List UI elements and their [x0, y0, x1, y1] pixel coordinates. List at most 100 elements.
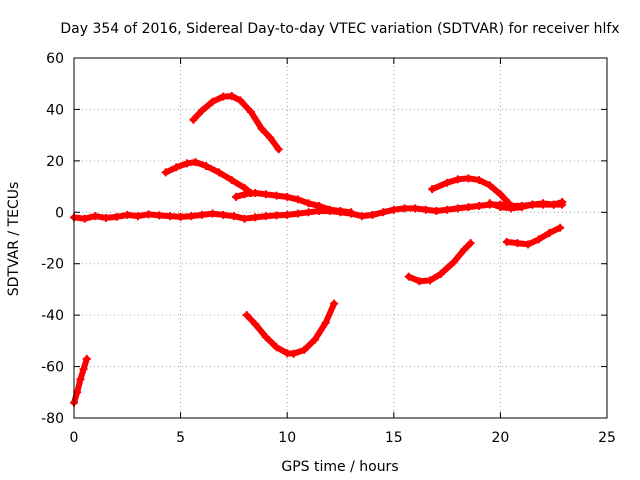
data-point	[219, 92, 228, 101]
data-point	[310, 335, 319, 344]
data-point	[144, 210, 153, 219]
data-point	[101, 213, 110, 222]
x-tick-label: 0	[70, 430, 79, 446]
series-arc-3	[161, 158, 255, 197]
data-point	[80, 214, 89, 223]
data-point	[274, 145, 283, 154]
data-point	[246, 108, 255, 116]
data-point	[197, 210, 206, 219]
data-point	[524, 240, 533, 249]
data-point	[428, 185, 437, 194]
x-tick-label: 25	[598, 430, 616, 446]
x-tick-label: 10	[278, 430, 296, 446]
data-point	[189, 115, 198, 124]
data-point	[507, 204, 516, 213]
data-point	[272, 211, 281, 220]
y-tick-label: 20	[46, 154, 64, 170]
data-point	[404, 272, 413, 281]
data-point	[496, 203, 505, 212]
data-point	[76, 375, 85, 384]
data-point	[411, 204, 420, 213]
data-point	[400, 204, 409, 213]
data-point	[73, 388, 82, 397]
data-point	[251, 213, 260, 222]
data-point	[232, 192, 241, 201]
data-point	[545, 228, 554, 237]
data-point	[534, 235, 543, 244]
data-point	[325, 205, 334, 214]
y-tick-label: 60	[46, 51, 64, 67]
data-point	[82, 354, 91, 363]
data-point	[214, 168, 223, 177]
series-arc-4	[232, 189, 356, 217]
data-point	[227, 176, 236, 185]
data-point	[176, 212, 185, 221]
axis-ticks: 0 5 10 15 20 25 -80 -60 -40 -20 0 20 40 60	[41, 51, 616, 446]
data-point	[240, 214, 249, 223]
y-tick-label: -40	[41, 308, 64, 324]
series-line	[190, 93, 282, 153]
data-point	[300, 345, 309, 354]
data-point	[460, 245, 469, 254]
data-point	[261, 190, 270, 199]
data-point	[236, 96, 245, 105]
data-point	[251, 320, 260, 329]
data-point	[261, 212, 270, 221]
data-point	[336, 207, 345, 215]
series-line	[503, 224, 564, 248]
chart-title: Day 354 of 2016, Sidereal Day-to-day VTE…	[60, 21, 619, 37]
data-point	[208, 209, 217, 218]
data-point	[443, 205, 452, 214]
data-point	[304, 208, 313, 217]
data-point	[202, 162, 211, 170]
data-point	[485, 181, 494, 190]
data-series	[70, 92, 567, 407]
plot-frame	[73, 57, 608, 419]
y-axis-label: SDTVAR / TECUs	[6, 182, 22, 297]
data-point	[272, 191, 281, 200]
data-point	[289, 349, 298, 358]
data-point	[513, 239, 522, 248]
grid-lines	[74, 58, 607, 418]
x-axis-label: GPS time / hours	[281, 459, 398, 475]
data-point	[155, 211, 164, 220]
data-point	[502, 237, 511, 246]
data-point	[208, 97, 217, 106]
series-arc-1	[70, 354, 91, 407]
y-tick-label: -20	[41, 257, 64, 273]
data-point	[266, 133, 275, 142]
data-point	[475, 176, 484, 185]
data-point	[421, 205, 430, 214]
data-point	[464, 203, 473, 212]
data-point	[415, 277, 424, 286]
data-point	[449, 258, 458, 267]
data-point	[191, 158, 200, 167]
series-line	[233, 190, 355, 216]
y-tick-label: -60	[41, 360, 64, 376]
y-tick-label: -80	[41, 411, 64, 427]
data-point	[539, 199, 548, 208]
data-point	[283, 192, 292, 201]
data-point	[453, 175, 462, 184]
data-point	[219, 210, 228, 219]
data-point	[257, 124, 266, 133]
data-point	[240, 190, 249, 199]
data-point	[172, 163, 181, 172]
series-arc-8	[502, 223, 565, 249]
data-point	[283, 210, 292, 219]
data-point	[272, 343, 281, 352]
data-point	[161, 168, 170, 177]
data-point	[182, 159, 191, 168]
data-point	[91, 212, 100, 221]
data-point	[357, 212, 366, 221]
data-point	[558, 198, 567, 206]
data-point	[347, 208, 356, 217]
data-point	[517, 203, 526, 212]
data-point	[187, 212, 196, 221]
data-point	[453, 204, 462, 213]
data-point	[549, 200, 558, 209]
data-point	[112, 212, 121, 221]
data-point	[432, 207, 441, 215]
y-tick-label: 40	[46, 102, 64, 118]
series-arc-6	[404, 239, 475, 286]
